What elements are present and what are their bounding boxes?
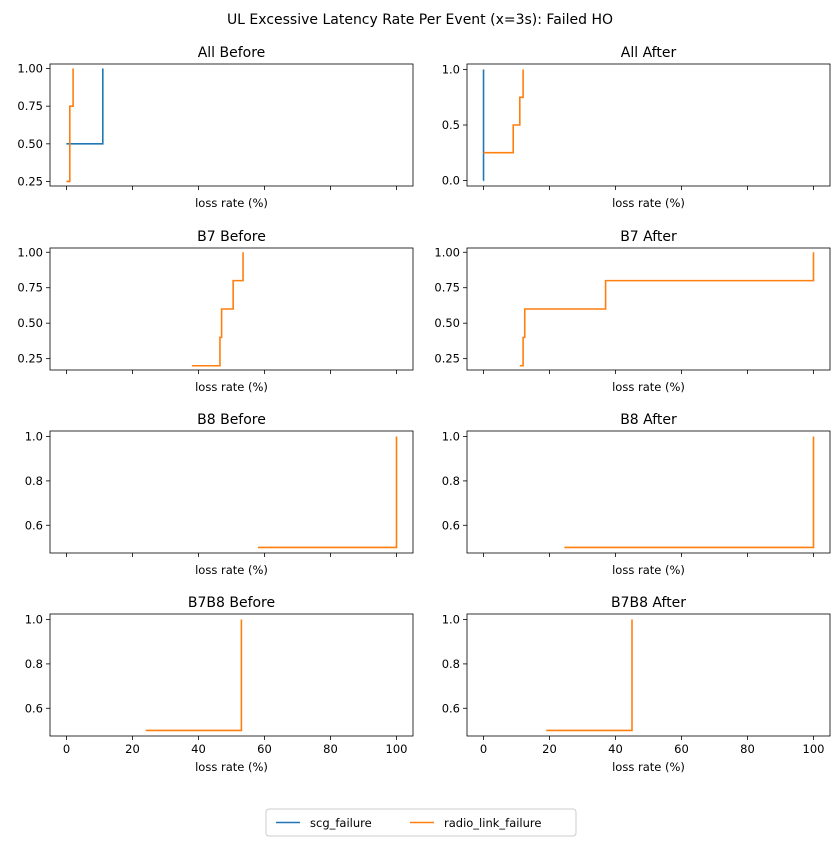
x-tick-label: 80 xyxy=(323,742,338,756)
x-tick-label: 40 xyxy=(608,742,623,756)
x-tick-label: 0 xyxy=(63,742,70,756)
x-axis-label: loss rate (%) xyxy=(195,196,268,210)
series-radio-link-failure-line xyxy=(483,69,524,154)
series-radio-link-failure-line xyxy=(564,436,815,549)
subplot-all-after: All After 0.0 0.5 1.0 loss rate (%) xyxy=(442,45,831,210)
y-tick-label: 1.0 xyxy=(25,613,43,627)
axes-frame xyxy=(49,613,414,737)
x-tick-label: 100 xyxy=(803,742,825,756)
y-tick-label: 1.0 xyxy=(442,63,460,77)
subplot-title-b7-before: B7 Before xyxy=(197,229,266,245)
x-axis-label: loss rate (%) xyxy=(612,563,685,577)
y-tick-label: 0.8 xyxy=(25,657,43,671)
x-tick-label: 80 xyxy=(740,742,755,756)
axes-frame xyxy=(466,247,831,371)
axes-frame xyxy=(49,430,414,554)
axes-frame xyxy=(49,63,414,187)
x-axis-label: loss rate (%) xyxy=(195,563,268,577)
y-tick-label: 0.5 xyxy=(442,118,460,132)
axes-frame xyxy=(466,430,831,554)
x-axis-label: loss rate (%) xyxy=(612,760,685,774)
x-tick-label: 40 xyxy=(191,742,206,756)
y-tick-label: 1.0 xyxy=(442,613,460,627)
x-tick-label: 0 xyxy=(480,742,487,756)
subplot-b8-after: B8 After 0.6 0.8 1.0 loss rate (%) xyxy=(442,412,831,577)
y-tick-label: 0.25 xyxy=(17,174,43,188)
y-tick-label: 1.00 xyxy=(17,245,43,259)
x-axis-label: loss rate (%) xyxy=(195,760,268,774)
x-tick-label: 60 xyxy=(674,742,689,756)
y-tick-label: 0.25 xyxy=(434,352,460,366)
y-tick-label: 0.75 xyxy=(434,281,460,295)
x-tick-label: 20 xyxy=(542,742,557,756)
series-radio-link-failure-line xyxy=(145,619,243,732)
x-axis-label: loss rate (%) xyxy=(612,196,685,210)
series-radio-link-failure-line xyxy=(191,252,244,367)
axes-frame xyxy=(466,63,831,187)
subplot-b7-before: B7 Before 0.25 0.50 0.75 1.00 loss rate (%) xyxy=(17,229,414,394)
y-tick-label: 1.00 xyxy=(434,245,460,259)
y-tick-label: 0.50 xyxy=(17,316,43,330)
y-tick-label: 1.0 xyxy=(25,430,43,444)
y-tick-label: 0.25 xyxy=(17,352,43,366)
series-scg-failure-line xyxy=(66,68,104,145)
series-radio-link-failure-line xyxy=(66,68,74,183)
series-radio-link-failure-line xyxy=(257,436,398,549)
x-tick-label: 20 xyxy=(125,742,140,756)
legend-label-radio-link-failure: radio_link_failure xyxy=(444,816,541,830)
series-radio-link-failure-line xyxy=(546,619,633,732)
y-tick-label: 0.8 xyxy=(25,474,43,488)
x-axis-label: loss rate (%) xyxy=(195,380,268,394)
figure-title: UL Excessive Latency Rate Per Event (x=3… xyxy=(227,12,613,28)
y-tick-label: 0.50 xyxy=(17,137,43,151)
x-axis-label: loss rate (%) xyxy=(612,380,685,394)
legend: scg_failure radio_link_failure xyxy=(265,808,577,837)
subplot-b7b8-after: B7B8 After 0.6 0.8 1.0 0 20 40 60 80 100 loss rate… xyxy=(442,595,831,774)
y-tick-label: 0.0 xyxy=(442,173,460,187)
y-tick-label: 0.6 xyxy=(442,518,460,532)
axes-frame xyxy=(49,247,414,371)
subplot-all-before: All Before 0.25 0.50 0.75 1.00 loss rate (%) xyxy=(17,45,414,210)
axes-frame xyxy=(466,613,831,737)
x-tick-label: 100 xyxy=(386,742,408,756)
y-tick-label: 1.00 xyxy=(17,62,43,76)
y-tick-label: 0.6 xyxy=(25,518,43,532)
subplot-title-b7b8-after: B7B8 After xyxy=(611,595,686,611)
y-tick-label: 0.6 xyxy=(25,701,43,715)
y-tick-label: 0.50 xyxy=(434,316,460,330)
subplot-title-all-before: All Before xyxy=(198,45,266,61)
series-radio-link-failure-line xyxy=(519,252,815,367)
subplot-b7b8-before: B7B8 Before 0.6 0.8 1.0 0 20 40 60 80 100 loss rat… xyxy=(25,595,414,774)
legend-label-scg-failure: scg_failure xyxy=(310,816,372,830)
y-tick-label: 0.8 xyxy=(442,474,460,488)
subplot-b8-before: B8 Before 0.6 0.8 1.0 loss rate (%) xyxy=(25,412,414,577)
x-tick-label: 60 xyxy=(257,742,272,756)
subplot-title-b8-before: B8 Before xyxy=(197,412,266,428)
y-tick-label: 0.6 xyxy=(442,701,460,715)
subplot-title-b8-after: B8 After xyxy=(620,412,677,428)
subplot-title-b7-after: B7 After xyxy=(620,229,677,245)
y-tick-label: 0.8 xyxy=(442,657,460,671)
y-tick-label: 1.0 xyxy=(442,430,460,444)
subplot-title-all-after: All After xyxy=(621,45,677,61)
subplot-title-b7b8-before: B7B8 Before xyxy=(188,595,275,611)
subplot-b7-after: B7 After 0.25 0.50 0.75 1.00 loss rate (%) xyxy=(434,229,831,394)
y-tick-label: 0.75 xyxy=(17,281,43,295)
y-tick-label: 0.75 xyxy=(17,99,43,113)
